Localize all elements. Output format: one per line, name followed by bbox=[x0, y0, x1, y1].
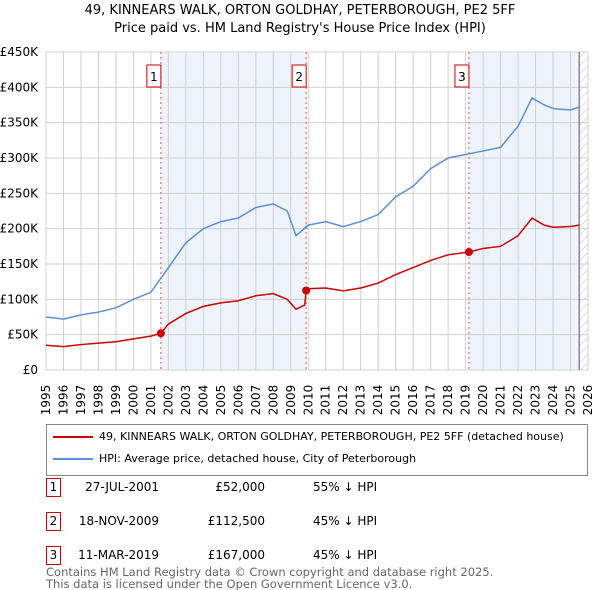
sale-price: £52,000 bbox=[215, 480, 265, 494]
sale-date: 27-JUL-2001 bbox=[85, 480, 159, 494]
sale-price: £167,000 bbox=[207, 548, 265, 562]
y-tick-label: £300K bbox=[0, 151, 39, 165]
sale-hpi-diff: 45% ↓ HPI bbox=[313, 514, 378, 528]
legend-label-property: 49, KINNEARS WALK, ORTON GOLDHAY, PETERB… bbox=[99, 430, 564, 443]
x-tick-label: 2000 bbox=[126, 385, 140, 416]
sale-point bbox=[464, 247, 473, 256]
x-tick-label: 1998 bbox=[91, 385, 105, 416]
x-tick-label: 1997 bbox=[74, 385, 88, 416]
legend: 49, KINNEARS WALK, ORTON GOLDHAY, PETERB… bbox=[46, 424, 588, 476]
sale-label: 2 bbox=[295, 70, 303, 84]
price-chart: 1995 1996 1997 1998 1999 2000 2001 2002 2003 2004… bbox=[0, 45, 595, 416]
x-tick-label: 2023 bbox=[529, 385, 543, 416]
series-line-hpi bbox=[45, 96, 580, 320]
sale-number-box: 1 bbox=[46, 478, 61, 497]
sale-date: 18-NOV-2009 bbox=[78, 514, 159, 528]
x-tick-label: 2017 bbox=[424, 385, 438, 416]
sale-label: 3 bbox=[458, 70, 466, 84]
y-tick-label: £400K bbox=[0, 80, 39, 94]
x-tick-label: 2015 bbox=[389, 385, 403, 416]
x-tick-label: 2016 bbox=[406, 385, 420, 416]
sale-number-box: 3 bbox=[46, 546, 61, 565]
sale-label: 1 bbox=[150, 70, 158, 84]
legend-label-hpi: HPI: Average price, detached house, City… bbox=[99, 452, 417, 465]
x-tick-label: 2006 bbox=[231, 385, 245, 416]
x-tick-label: 2014 bbox=[371, 385, 385, 416]
y-tick-label: £450K bbox=[0, 45, 39, 59]
y-tick-label: £200K bbox=[0, 222, 39, 236]
x-tick-label: 2012 bbox=[336, 385, 350, 416]
x-tick-label: 2005 bbox=[214, 385, 228, 416]
x-tick-label: 1995 bbox=[39, 385, 53, 416]
y-tick-label: £100K bbox=[0, 292, 39, 306]
y-tick-label: £350K bbox=[0, 116, 39, 130]
footer-licence: This data is licensed under the Open Gov… bbox=[46, 577, 413, 590]
sale-point bbox=[156, 329, 165, 338]
forecast-hatch bbox=[579, 52, 588, 370]
sale-label-box bbox=[291, 64, 307, 88]
x-tick-label: 2009 bbox=[284, 385, 298, 416]
x-tick-label: 2024 bbox=[546, 385, 560, 416]
x-tick-label: 2019 bbox=[459, 385, 473, 416]
x-tick-label: 2003 bbox=[179, 385, 193, 416]
x-tick-label: 2025 bbox=[564, 385, 578, 416]
x-tick-label: 1996 bbox=[56, 385, 70, 416]
sale-number-box: 2 bbox=[46, 512, 61, 531]
sale-hpi-diff: 55% ↓ HPI bbox=[313, 480, 378, 494]
sale-price: £112,500 bbox=[207, 514, 265, 528]
y-tick-label: £0 bbox=[23, 363, 38, 377]
chart-title: 49, KINNEARS WALK, ORTON GOLDHAY, PETERB… bbox=[84, 3, 516, 18]
sale-label-box bbox=[146, 64, 162, 88]
x-tick-label: 2004 bbox=[196, 385, 210, 416]
x-tick-label: 2011 bbox=[319, 385, 333, 416]
shaded-period-1 bbox=[160, 52, 307, 370]
chart-subtitle: Price paid vs. HM Land Registry's House … bbox=[114, 21, 486, 36]
legend-swatch-property bbox=[53, 436, 93, 438]
x-tick-label: 2013 bbox=[354, 385, 368, 416]
y-tick-label: £50K bbox=[7, 328, 39, 342]
x-tick-label: 2022 bbox=[511, 385, 525, 416]
x-tick-label: 2018 bbox=[441, 385, 455, 416]
x-tick-label: 2008 bbox=[266, 385, 280, 416]
sale-label-box bbox=[454, 64, 470, 88]
x-tick-label: 2026 bbox=[581, 385, 595, 416]
y-tick-label: £150K bbox=[0, 257, 39, 271]
x-tick-label: 2001 bbox=[144, 385, 158, 416]
x-tick-label: 1999 bbox=[109, 385, 123, 416]
sale-hpi-diff: 45% ↓ HPI bbox=[313, 548, 378, 562]
footer-copyright: Contains HM Land Registry data © Crown c… bbox=[46, 565, 494, 579]
x-tick-label: 2020 bbox=[476, 385, 490, 416]
x-tick-label: 2010 bbox=[301, 385, 315, 416]
x-tick-label: 2007 bbox=[249, 385, 263, 416]
x-tick-label: 2021 bbox=[494, 385, 508, 416]
sale-point bbox=[302, 286, 311, 295]
y-tick-label: £250K bbox=[0, 186, 39, 200]
x-tick-label: 2002 bbox=[161, 385, 175, 416]
shaded-period-3 bbox=[468, 52, 580, 370]
sale-date: 11-MAR-2019 bbox=[78, 548, 159, 562]
legend-swatch-hpi bbox=[53, 458, 93, 460]
